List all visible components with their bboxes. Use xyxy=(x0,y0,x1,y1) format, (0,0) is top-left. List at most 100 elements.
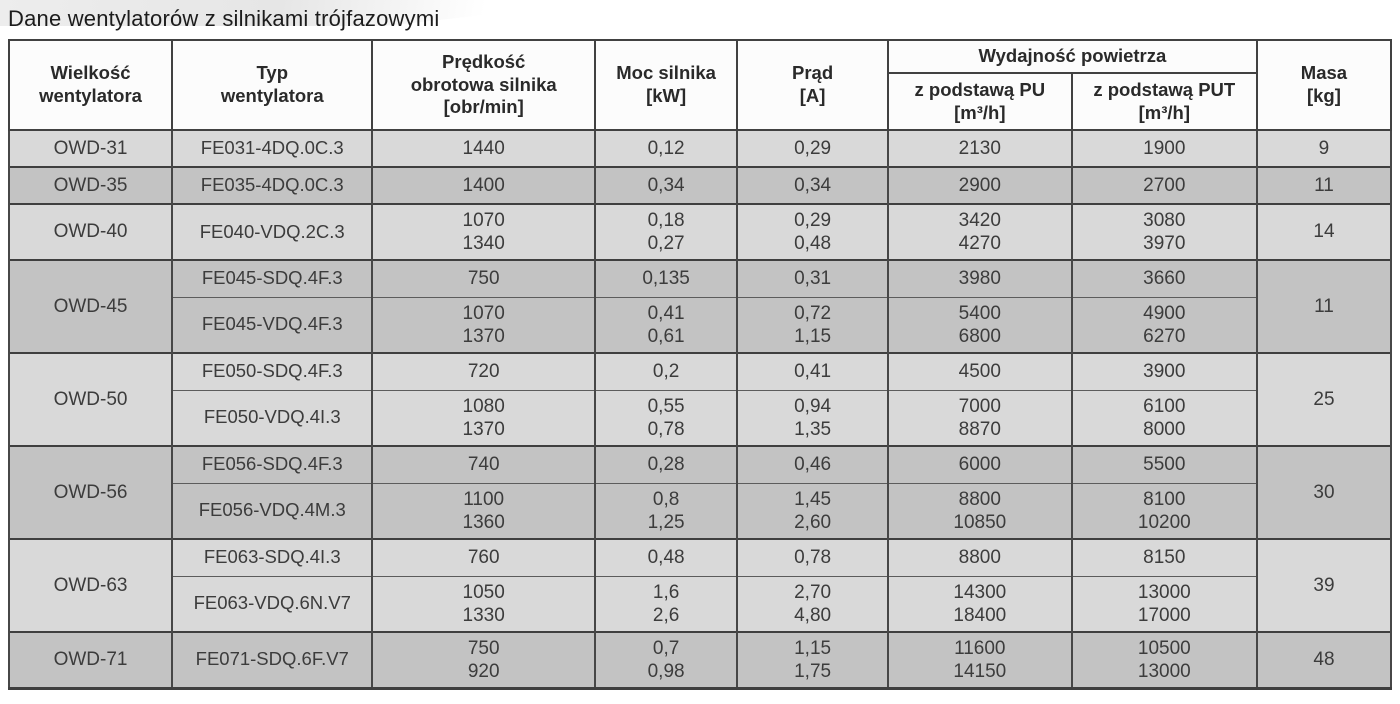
airflow-pu-cell: 6000 xyxy=(886,445,1073,484)
table-header-airflow-group: Wydajność powietrza xyxy=(886,39,1258,74)
power-cell: 0,2 xyxy=(593,352,739,391)
size-cell: OWD-45 xyxy=(7,259,174,354)
mass-cell: 11 xyxy=(1255,259,1393,354)
speed-cell: 720 xyxy=(371,352,596,391)
airflow-put-cell: 1900 xyxy=(1070,129,1258,168)
type-cell: FE063-VDQ.6N.V7 xyxy=(171,575,374,633)
airflow-pu-cell: 3980 xyxy=(886,259,1073,298)
airflow-pu-cell: 3420 4270 xyxy=(886,203,1073,261)
fan-data-table: Wielkość wentylatora Typ wentylatora Prę… xyxy=(7,39,1393,690)
current-cell: 0,31 xyxy=(736,259,889,298)
table-header-speed: Prędkość obrotowa silnika [obr/min] xyxy=(371,39,596,131)
airflow-pu-cell: 8800 10850 xyxy=(886,482,1073,540)
speed-cell: 1440 xyxy=(371,129,596,168)
type-cell: FE050-SDQ.4F.3 xyxy=(171,352,374,391)
table-header-size: Wielkość wentylatora xyxy=(7,39,174,131)
speed-cell: 1080 1370 xyxy=(371,389,596,447)
power-cell: 1,6 2,6 xyxy=(593,575,739,633)
airflow-pu-cell: 14300 18400 xyxy=(886,575,1073,633)
speed-cell: 1070 1340 xyxy=(371,203,596,261)
size-cell: OWD-40 xyxy=(7,203,174,261)
airflow-put-cell: 3080 3970 xyxy=(1070,203,1258,261)
mass-cell: 30 xyxy=(1255,445,1393,540)
power-cell: 0,55 0,78 xyxy=(593,389,739,447)
table-row: FE045-VDQ.4F.3 1070 1370 0,41 0,61 0,72 1,1… xyxy=(9,296,1391,354)
table-header-power: Moc silnika [kW] xyxy=(593,39,739,131)
table-body: OWD-31 FE031-4DQ.0C.3 1440 0,12 0,29 2130 1900… xyxy=(7,129,1393,689)
speed-cell: 750 xyxy=(371,259,596,298)
table-header-type: Typ wentylatora xyxy=(171,39,374,131)
table-header-airflow-pu: z podstawą PU [m³/h] xyxy=(886,72,1073,131)
table-row: OWD-45 FE045-SDQ.4F.3 750 0,135 0,31 3980 3660… xyxy=(7,259,1393,354)
speed-cell: 750 920 xyxy=(371,631,596,689)
current-cell: 0,46 xyxy=(736,445,889,484)
airflow-put-cell: 4900 6270 xyxy=(1070,296,1258,354)
type-cell: FE063-SDQ.4I.3 xyxy=(171,538,374,577)
table-header-airflow-put: z podstawą PUT [m³/h] xyxy=(1070,72,1258,131)
current-cell: 2,70 4,80 xyxy=(736,575,889,633)
table-row: OWD-40 FE040-VDQ.2C.3 1070 1340 0,18 0,27 0,… xyxy=(7,203,1393,261)
airflow-put-cell: 3660 xyxy=(1070,259,1258,298)
power-cell: 0,18 0,27 xyxy=(593,203,739,261)
table-row: OWD-63 FE063-SDQ.4I.3 760 0,48 0,78 8800 8150 3… xyxy=(7,538,1393,633)
airflow-pu-cell: 7000 8870 xyxy=(886,389,1073,447)
power-cell: 0,8 1,25 xyxy=(593,482,739,540)
size-cell: OWD-50 xyxy=(7,352,174,447)
mass-cell: 25 xyxy=(1255,352,1393,447)
airflow-put-cell: 2700 xyxy=(1070,166,1258,205)
current-cell: 1,45 2,60 xyxy=(736,482,889,540)
speed-cell: 1070 1370 xyxy=(371,296,596,354)
airflow-pu-cell: 2130 xyxy=(886,129,1073,168)
table-row: OWD-31 FE031-4DQ.0C.3 1440 0,12 0,29 2130 1900… xyxy=(7,129,1393,168)
type-cell: FE056-SDQ.4F.3 xyxy=(171,445,374,484)
current-cell: 0,29 xyxy=(736,129,889,168)
power-cell: 0,48 xyxy=(593,538,739,577)
mass-cell: 14 xyxy=(1255,203,1393,261)
mass-cell: 39 xyxy=(1255,538,1393,633)
speed-cell: 760 xyxy=(371,538,596,577)
type-cell: FE071-SDQ.6F.V7 xyxy=(171,631,374,689)
table-row: OWD-35 FE035-4DQ.0C.3 1400 0,34 0,34 2900 2700… xyxy=(7,166,1393,205)
current-cell: 0,34 xyxy=(736,166,889,205)
power-cell: 0,135 xyxy=(593,259,739,298)
airflow-put-cell: 13000 17000 xyxy=(1070,575,1258,633)
current-cell: 0,78 xyxy=(736,538,889,577)
table-row: OWD-50 FE050-SDQ.4F.3 720 0,2 0,41 4500 3900 25 xyxy=(7,352,1393,447)
airflow-put-cell: 3900 xyxy=(1070,352,1258,391)
type-cell: FE050-VDQ.4I.3 xyxy=(171,389,374,447)
current-cell: 0,72 1,15 xyxy=(736,296,889,354)
airflow-pu-cell: 11600 14150 xyxy=(886,631,1073,689)
size-cell: OWD-71 xyxy=(7,631,174,689)
size-cell: OWD-35 xyxy=(7,166,174,205)
current-cell: 0,29 0,48 xyxy=(736,203,889,261)
header-row-top: Wielkość wentylatora Typ wentylatora Prę… xyxy=(7,39,1393,131)
type-cell: FE035-4DQ.0C.3 xyxy=(171,166,374,205)
page-title: Dane wentylatorów z silnikami trójfazowy… xyxy=(8,6,440,31)
power-cell: 0,12 xyxy=(593,129,739,168)
current-cell: 0,41 xyxy=(736,352,889,391)
speed-cell: 1050 1330 xyxy=(371,575,596,633)
airflow-pu-cell: 2900 xyxy=(886,166,1073,205)
speed-cell: 1100 1360 xyxy=(371,482,596,540)
power-cell: 0,28 xyxy=(593,445,739,484)
airflow-put-cell: 6100 8000 xyxy=(1070,389,1258,447)
speed-cell: 1400 xyxy=(371,166,596,205)
table-row: OWD-71 FE071-SDQ.6F.V7 750 920 0,7 0,98 1,15… xyxy=(7,631,1393,689)
power-cell: 0,7 0,98 xyxy=(593,631,739,689)
type-cell: FE045-SDQ.4F.3 xyxy=(171,259,374,298)
size-cell: OWD-31 xyxy=(7,129,174,168)
table-row: OWD-56 FE056-SDQ.4F.3 740 0,28 0,46 6000 5500 3… xyxy=(7,445,1393,540)
table-row: FE056-VDQ.4M.3 1100 1360 0,8 1,25 1,45 2,60… xyxy=(9,482,1391,540)
table-header-current: Prąd [A] xyxy=(736,39,889,131)
airflow-pu-cell: 4500 xyxy=(886,352,1073,391)
airflow-put-cell: 8100 10200 xyxy=(1070,482,1258,540)
table-row: FE063-VDQ.6N.V7 1050 1330 1,6 2,6 2,70 4,80… xyxy=(9,575,1391,633)
current-cell: 1,15 1,75 xyxy=(736,631,889,689)
power-cell: 0,41 0,61 xyxy=(593,296,739,354)
type-cell: FE040-VDQ.2C.3 xyxy=(171,203,374,261)
airflow-pu-cell: 5400 6800 xyxy=(886,296,1073,354)
mass-cell: 9 xyxy=(1255,129,1393,168)
type-cell: FE031-4DQ.0C.3 xyxy=(171,129,374,168)
type-cell: FE056-VDQ.4M.3 xyxy=(171,482,374,540)
airflow-put-cell: 10500 13000 xyxy=(1070,631,1258,689)
